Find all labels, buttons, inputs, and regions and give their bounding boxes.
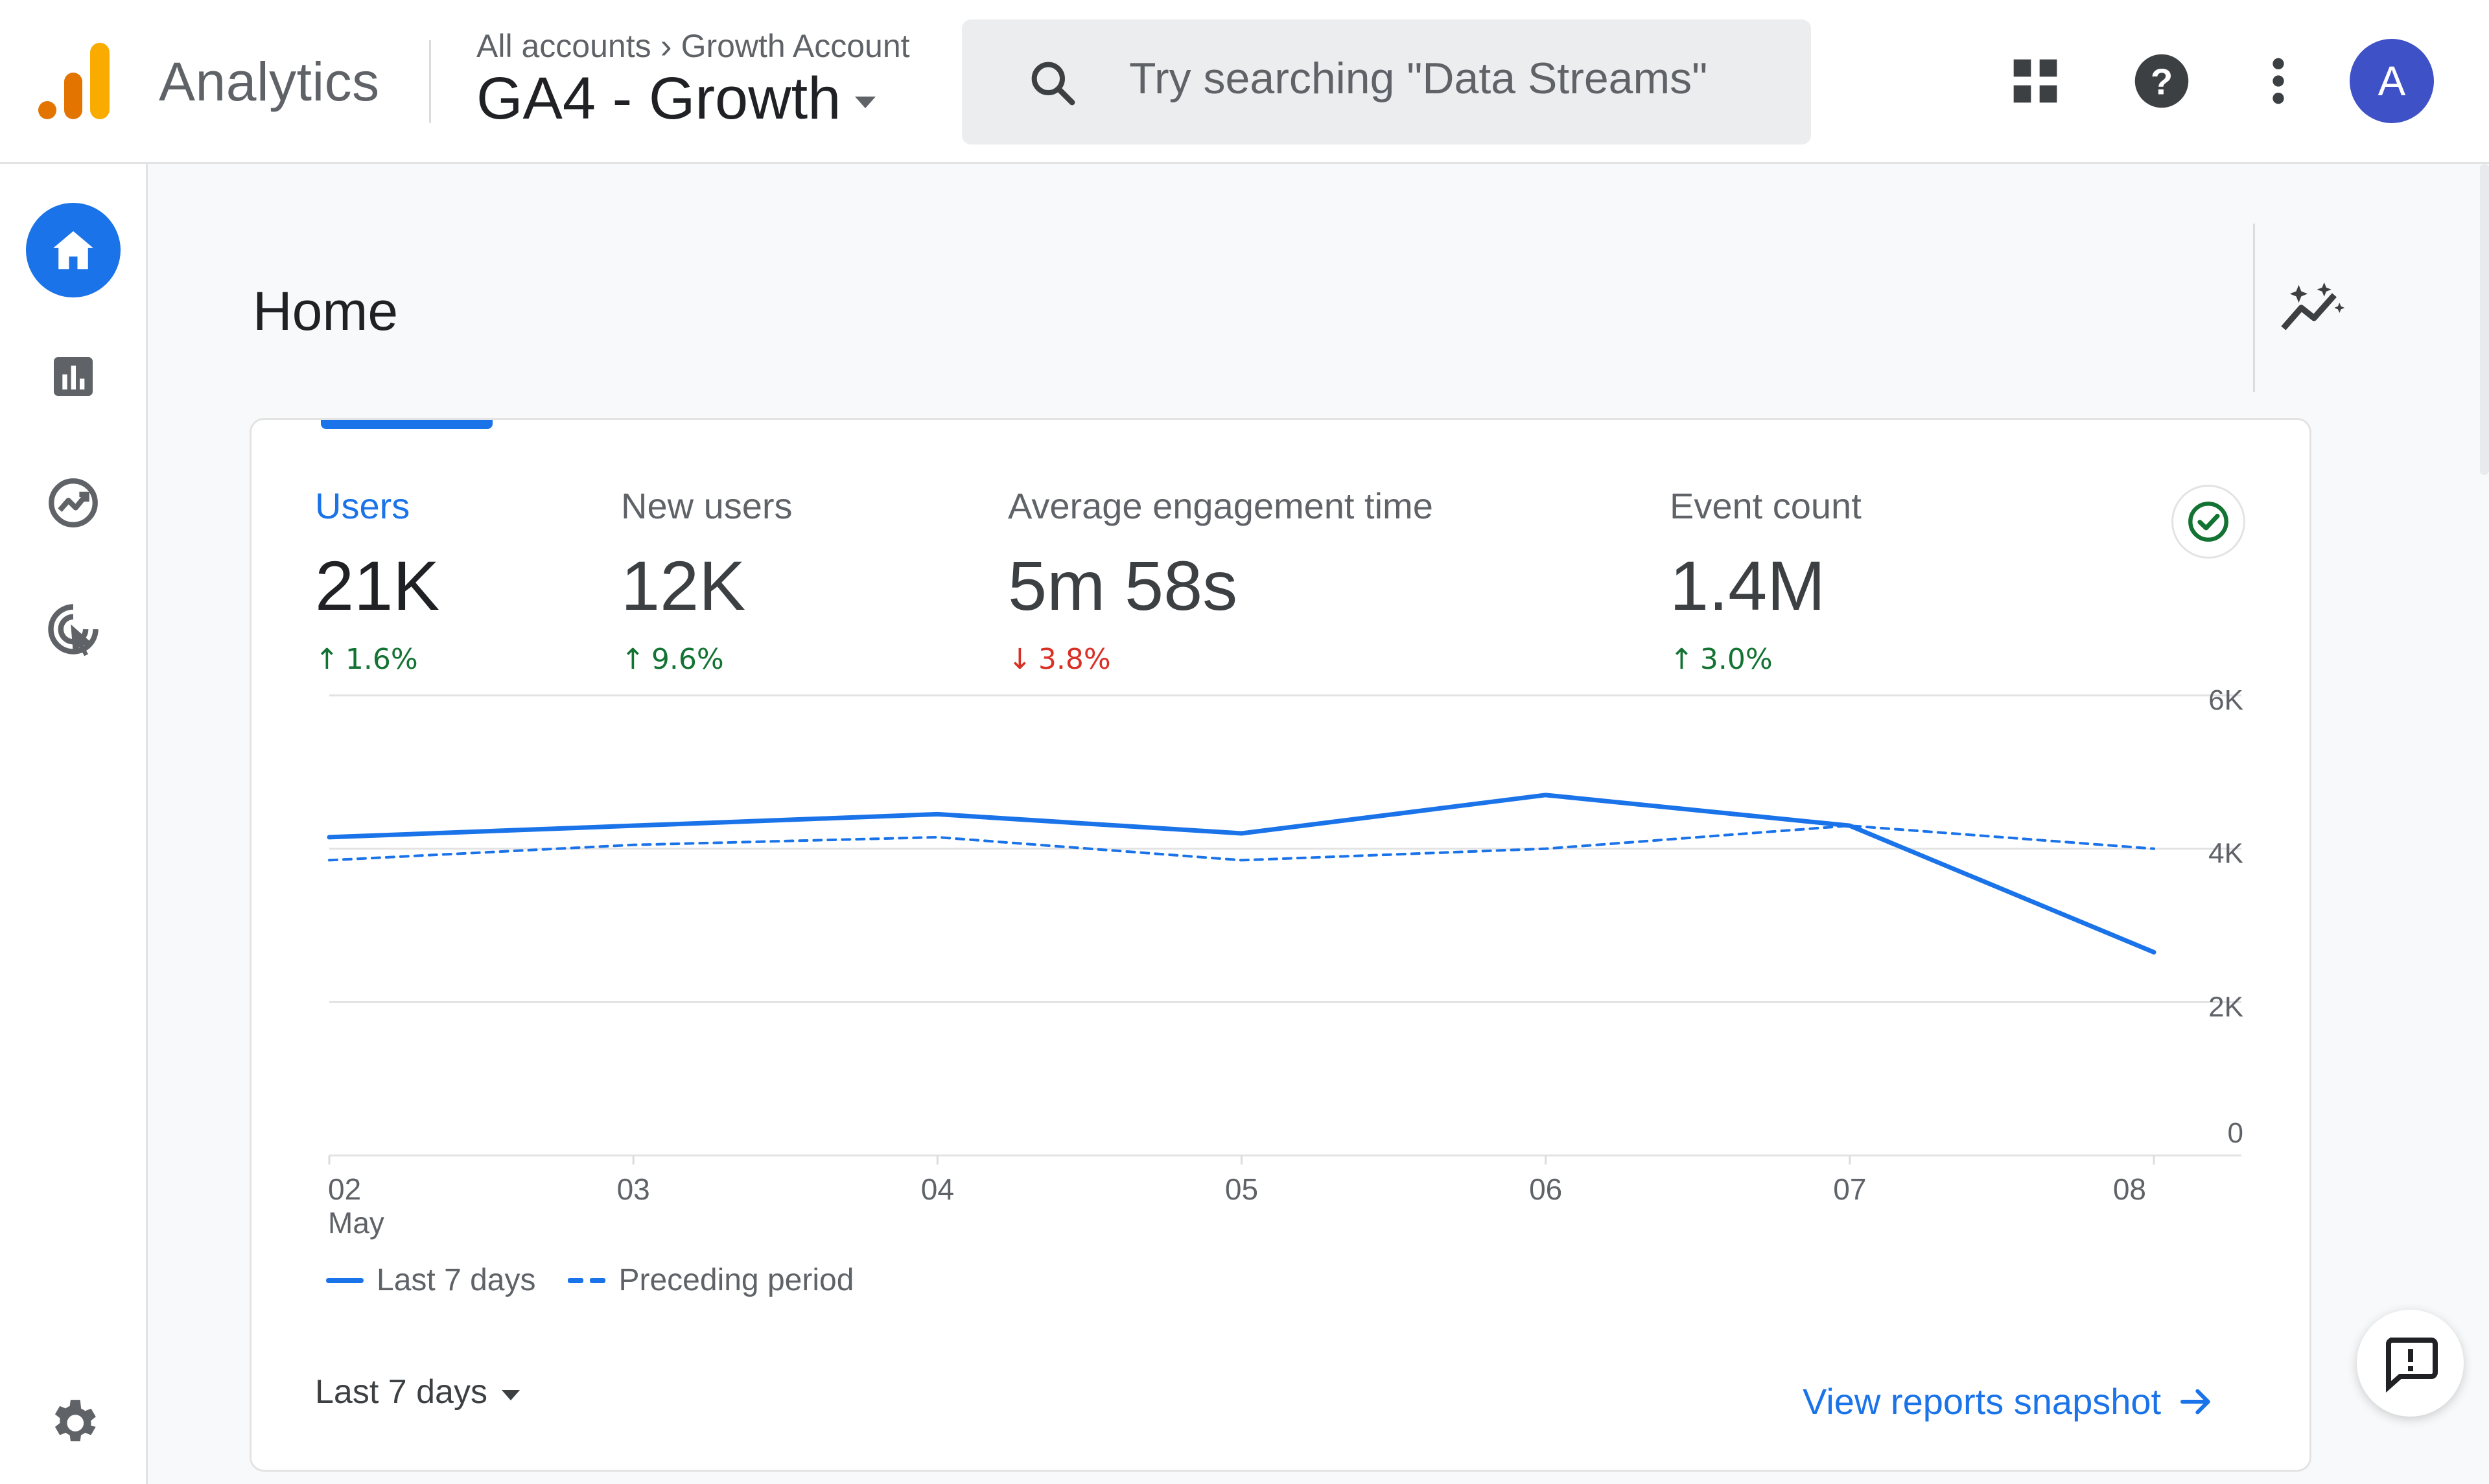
metric-value: 5m 58s — [1008, 546, 1238, 625]
chart-legend: Last 7 days Preceding period — [326, 1262, 854, 1298]
date-range-label: Last 7 days — [315, 1373, 487, 1411]
breadcrumb[interactable]: All accounts › Growth Account — [476, 26, 910, 66]
metric-tab-new-users[interactable]: New users 12K ↑ 9.6% — [621, 485, 793, 676]
metric-value: 21K — [315, 546, 440, 625]
y-tick-label: 2K — [2208, 991, 2243, 1023]
arrow-up-icon: ↑ — [1670, 643, 1694, 676]
data-quality-button[interactable] — [2171, 485, 2245, 559]
arrow-up-icon: ↑ — [621, 643, 645, 676]
page-scrollbar[interactable] — [2480, 164, 2489, 475]
metric-delta: ↑ 9.6% — [621, 643, 793, 676]
x-tick-label: 06 — [1529, 1172, 1562, 1206]
search-icon — [1031, 62, 1075, 106]
insights-icon[interactable] — [2278, 275, 2350, 340]
arrow-down-icon: ↓ — [1008, 643, 1032, 676]
left-nav-rail — [0, 164, 148, 1484]
search-bar[interactable]: Try searching "Data Streams" — [962, 19, 1811, 145]
check-circle-icon — [2188, 502, 2228, 542]
x-tick-label: 07 — [1833, 1172, 1866, 1206]
header-divider — [429, 40, 431, 123]
property-selector[interactable]: GA4 - Growth — [476, 65, 876, 133]
home-icon — [53, 231, 93, 270]
search-placeholder: Try searching "Data Streams" — [1129, 54, 1708, 103]
nav-home[interactable] — [26, 203, 121, 297]
help-icon[interactable]: ? — [2133, 52, 2191, 110]
metric-tab-engagement-time[interactable]: Average engagement time 5m 58s ↓ 3.8% — [1008, 485, 1433, 676]
y-tick-label: 6K — [2208, 684, 2243, 716]
explore-icon — [49, 478, 98, 528]
arrow-up-icon: ↑ — [315, 643, 339, 676]
chevron-right-icon: › — [660, 27, 672, 65]
metric-tab-event-count[interactable]: Event count 1.4M ↑ 3.0% — [1670, 485, 1862, 676]
feedback-icon — [2385, 1337, 2438, 1393]
x-tick-label: 02 — [328, 1172, 361, 1206]
metric-delta-value: 1.6% — [345, 643, 418, 676]
x-tick-label: 05 — [1225, 1172, 1258, 1206]
metric-value: 12K — [621, 546, 746, 625]
legend-current-label: Last 7 days — [377, 1263, 536, 1297]
apps-grid-icon[interactable] — [2009, 55, 2061, 107]
metric-label: Average engagement time — [1008, 485, 1433, 526]
metric-delta-value: 9.6% — [651, 643, 724, 676]
x-tick-label: 03 — [617, 1172, 650, 1206]
nav-admin[interactable] — [26, 1376, 121, 1470]
x-tick-label: 08 — [2113, 1172, 2146, 1206]
top-app-bar: Analytics All accounts › Growth Account … — [0, 0, 2489, 164]
metric-delta: ↑ 3.0% — [1670, 643, 1862, 676]
nav-explore[interactable] — [26, 456, 121, 550]
metric-label: Event count — [1670, 485, 1862, 526]
nav-advertising[interactable] — [26, 582, 121, 677]
dropdown-arrow-icon — [501, 1390, 520, 1400]
metric-value: 1.4M — [1670, 546, 1826, 625]
series-line-last-7-days — [327, 793, 2156, 955]
analytics-logo-icon[interactable] — [36, 39, 113, 123]
view-link-label: View reports snapshot — [1803, 1381, 2162, 1422]
x-tick-label: 04 — [921, 1172, 954, 1206]
metric-delta-value: 3.0% — [1700, 643, 1773, 676]
legend-swatch-solid — [326, 1277, 364, 1283]
series-line-preceding-period — [328, 824, 2155, 862]
active-metric-indicator — [321, 420, 493, 429]
bar-chart-icon — [54, 357, 93, 396]
breadcrumb-account[interactable]: Growth Account — [681, 28, 910, 64]
metric-tab-users[interactable]: Users 21K ↑ 1.6% — [315, 485, 439, 676]
nav-reports[interactable] — [26, 329, 121, 424]
metric-label: New users — [621, 485, 793, 526]
advertising-icon — [48, 604, 99, 656]
metric-delta-value: 3.8% — [1038, 643, 1111, 676]
more-vert-icon[interactable] — [2262, 55, 2295, 107]
overview-card: Users 21K ↑ 1.6% New users 12K ↑ 9.6% Av… — [250, 418, 2311, 1472]
y-tick-label: 0 — [2228, 1117, 2243, 1149]
dropdown-arrow-icon — [855, 96, 876, 108]
feedback-button[interactable] — [2357, 1310, 2464, 1417]
property-name: GA4 - Growth — [476, 65, 841, 132]
right-panel-divider — [2253, 224, 2255, 392]
date-range-selector[interactable]: Last 7 days — [315, 1373, 520, 1411]
x-tick-sublabel: May — [328, 1206, 384, 1240]
account-avatar[interactable]: A — [2350, 39, 2434, 123]
view-reports-snapshot-link[interactable]: View reports snapshot — [1803, 1380, 2214, 1422]
legend-swatch-dashed — [568, 1277, 606, 1283]
app-name: Analytics — [159, 51, 380, 112]
y-tick-label: 4K — [2208, 838, 2243, 870]
svg-text:?: ? — [2151, 62, 2173, 102]
metric-delta: ↑ 1.6% — [315, 643, 439, 676]
breadcrumb-all-accounts[interactable]: All accounts — [476, 28, 651, 64]
arrow-forward-icon — [2180, 1389, 2210, 1414]
metric-delta: ↓ 3.8% — [1008, 643, 1433, 676]
metric-label: Users — [315, 485, 410, 526]
page-title: Home — [253, 281, 399, 342]
gear-icon — [54, 1400, 96, 1442]
legend-previous-label: Preceding period — [618, 1263, 854, 1297]
